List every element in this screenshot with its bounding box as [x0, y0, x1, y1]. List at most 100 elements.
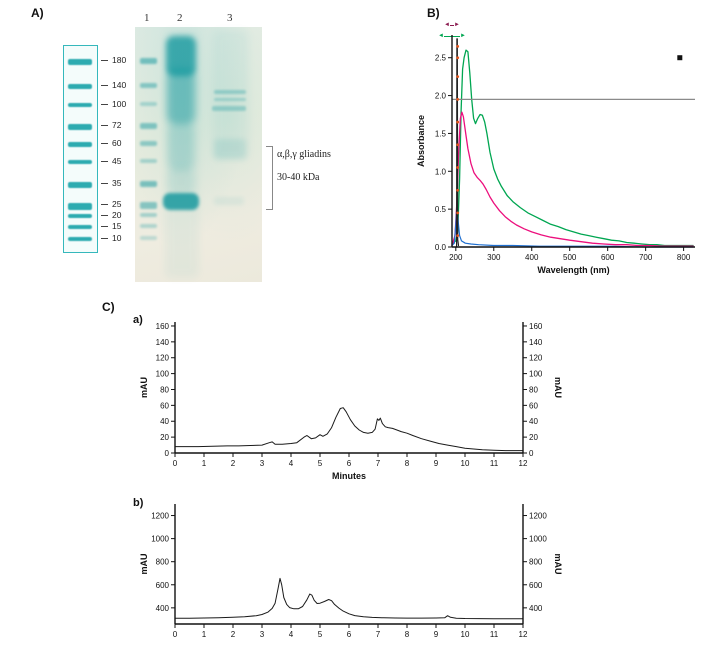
y-tick-label: 600 [156, 581, 170, 590]
y-tick-label-right: 140 [529, 338, 543, 347]
gel-band-smear [214, 139, 246, 159]
ladder-band [68, 225, 92, 229]
ladder-kda-value: 100 [112, 99, 127, 109]
x-tick-label: 1 [202, 459, 207, 468]
ladder-band [68, 59, 92, 65]
y-axis-title: Absorbance [416, 115, 426, 167]
ladder-tick-dash [101, 182, 108, 184]
x-tick-label: 3 [260, 630, 265, 639]
orange-dot-column [456, 75, 460, 79]
ladder-band [68, 182, 92, 188]
ladder-kda-label: 72 [101, 120, 121, 130]
x-tick-label: 0 [173, 459, 178, 468]
gel-band-smear [140, 202, 157, 209]
ladder-kda-value: 60 [112, 138, 122, 148]
y-tick-label: 40 [160, 417, 169, 426]
gel-band-smear [213, 30, 249, 160]
gel-band-smear [168, 122, 194, 170]
orange-dot-column [456, 211, 460, 215]
y-tick-label-right: 20 [529, 433, 538, 442]
y-tick-label: 800 [156, 558, 170, 567]
x-tick-label: 2 [231, 630, 236, 639]
gel-lane-number: 1 [144, 12, 150, 24]
pink-spectrum-line [451, 111, 694, 247]
y-tick-label-right: 160 [529, 322, 543, 331]
x-tick-label: 6 [347, 630, 352, 639]
x-tick-label: 8 [405, 459, 410, 468]
x-tick-label: 400 [525, 253, 539, 262]
protein-ladder-strip [63, 45, 98, 253]
cursor-left-arrow-icon: ◄ [438, 33, 444, 39]
ladder-kda-label: 20 [101, 210, 121, 220]
subpanel-a-label: a) [133, 314, 143, 326]
ladder-tick-dash [101, 84, 108, 86]
cursor-right-arrow-icon: ► [460, 33, 466, 39]
ladder-tick-dash [101, 124, 108, 126]
x-tick-label: 12 [519, 459, 528, 468]
gel-band-smear [165, 30, 199, 278]
y-tick-label-right: 100 [529, 370, 543, 379]
y-axis-title: mAU [139, 377, 149, 398]
x-tick-label: 9 [434, 630, 439, 639]
gel-band-smear [140, 213, 157, 217]
ladder-band [68, 103, 92, 107]
gel-band-smear [140, 141, 157, 146]
gel-band-smear [167, 69, 195, 124]
y-axis-title-right: mAU [553, 553, 563, 574]
y-axis-title-right: mAU [553, 377, 563, 398]
ladder-kda-value: 20 [112, 210, 122, 220]
gel-band-smear [214, 197, 244, 205]
ladder-tick-dash [101, 142, 108, 144]
y-tick-label: 100 [156, 370, 170, 379]
y-tick-label: 140 [156, 338, 170, 347]
panel-c-label: C) [102, 300, 115, 314]
y-tick-label: 1.0 [435, 167, 447, 176]
ladder-tick-dash [101, 237, 108, 239]
x-tick-label: 7 [376, 630, 381, 639]
x-tick-label: 3 [260, 459, 265, 468]
orange-dot-column [456, 234, 460, 238]
subpanel-b-label: b) [133, 497, 144, 509]
ladder-kda-label: 100 [101, 99, 126, 109]
x-axis-title: Minutes [332, 471, 366, 481]
y-tick-label: 400 [156, 604, 170, 613]
y-tick-label-right: 600 [529, 581, 543, 590]
gel-lane-number: 3 [227, 12, 233, 24]
ladder-kda-value: 10 [112, 233, 122, 243]
ladder-kda-value: 72 [112, 120, 122, 130]
y-tick-label: 1200 [151, 512, 169, 521]
x-tick-label: 5 [318, 630, 323, 639]
x-tick-label: 5 [318, 459, 323, 468]
uv-spectrum-chart: 200 300 400 500 600 700 800 0.0 0.5 1.0 1.5 2.0 2.5 W… [416, 35, 695, 275]
ladder-kda-value: 180 [112, 55, 127, 65]
cursor-right-arrow-icon: ► [454, 22, 460, 28]
x-tick-label: 2 [231, 459, 236, 468]
y-tick-label-right: 0 [529, 449, 534, 458]
y-tick-label: 2.0 [435, 92, 447, 101]
y-tick-label-right: 1200 [529, 512, 547, 521]
ladder-kda-label: 15 [101, 221, 121, 231]
zoom-cursor-small: ◄ ► [444, 22, 460, 28]
x-tick-label: 300 [487, 253, 501, 262]
x-tick-label: 7 [376, 459, 381, 468]
ladder-band [68, 237, 92, 241]
x-tick-label: 4 [289, 630, 294, 639]
ladder-kda-label: 35 [101, 178, 121, 188]
ladder-tick-dash [101, 214, 108, 216]
y-tick-label-right: 800 [529, 558, 543, 567]
black-square-marker [677, 55, 683, 61]
gel-band-smear [212, 106, 246, 111]
x-tick-label: 11 [490, 459, 499, 468]
gliadin-annotation-line2: 30-40 kDa [277, 172, 320, 183]
y-tick-label: 0.0 [435, 243, 447, 252]
ladder-kda-label: 25 [101, 199, 121, 209]
gel-band-smear [214, 90, 246, 94]
ladder-band [68, 214, 92, 218]
x-tick-label: 200 [449, 253, 463, 262]
gliadin-chromatogram-b-line [174, 577, 524, 620]
gliadin-annotation-line1: α,β,γ gliadins [277, 149, 331, 160]
gel-lane-number: 2 [177, 12, 183, 24]
